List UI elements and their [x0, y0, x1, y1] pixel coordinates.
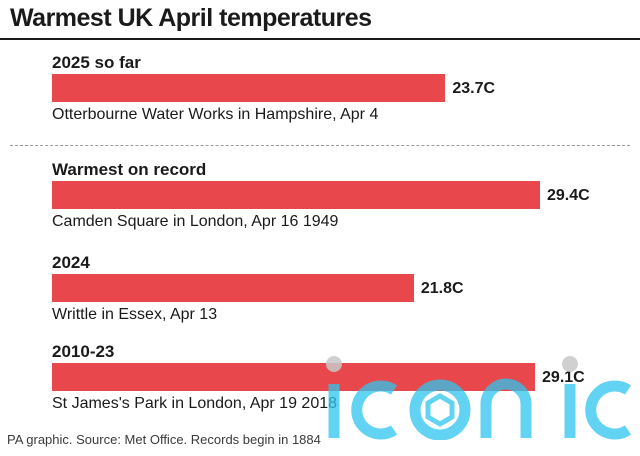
bar-value-label: 29.1C	[542, 369, 585, 386]
bar-group: 2025 so far 23.7C Otterbourne Water Works …	[52, 52, 632, 125]
bar-category-label: 2025 so far	[52, 53, 141, 72]
bar-value-label: 29.4C	[547, 187, 590, 204]
bar	[52, 181, 540, 209]
bar-category-label: Warmest on record	[52, 160, 207, 179]
bar-group: Warmest on record 29.4C Camden Square in L…	[52, 159, 632, 232]
iconic-watermark-logo	[326, 356, 632, 440]
bar-row: 23.7C	[52, 74, 632, 102]
bar-value-label: 23.7C	[452, 80, 496, 97]
bar-row: 21.8C	[52, 274, 632, 302]
bar-caption: Otterbourne Water Works in Hampshire, Ap…	[52, 106, 379, 123]
source-footer: PA graphic. Source: Met Office. Records …	[7, 432, 321, 447]
bar-row: 29.4C	[52, 181, 632, 209]
title-divider	[0, 38, 640, 40]
bar-category-label: 2010-23	[52, 342, 115, 361]
bar-caption: Writtle in Essex, Apr 13	[52, 306, 218, 323]
bar-category-label: 2024	[52, 253, 90, 272]
bar	[52, 274, 414, 302]
section-divider	[10, 145, 630, 146]
bar-caption: St James's Park in London, Apr 19 2018	[52, 395, 338, 412]
bar-value-label: 21.8C	[420, 280, 464, 297]
bar-caption: Camden Square in London, Apr 16 1949	[52, 213, 339, 230]
chart-title: Warmest UK April temperatures	[10, 4, 372, 32]
bar	[52, 74, 446, 102]
bar-group: 2024 21.8C Writtle in Essex, Apr 13	[52, 252, 632, 325]
